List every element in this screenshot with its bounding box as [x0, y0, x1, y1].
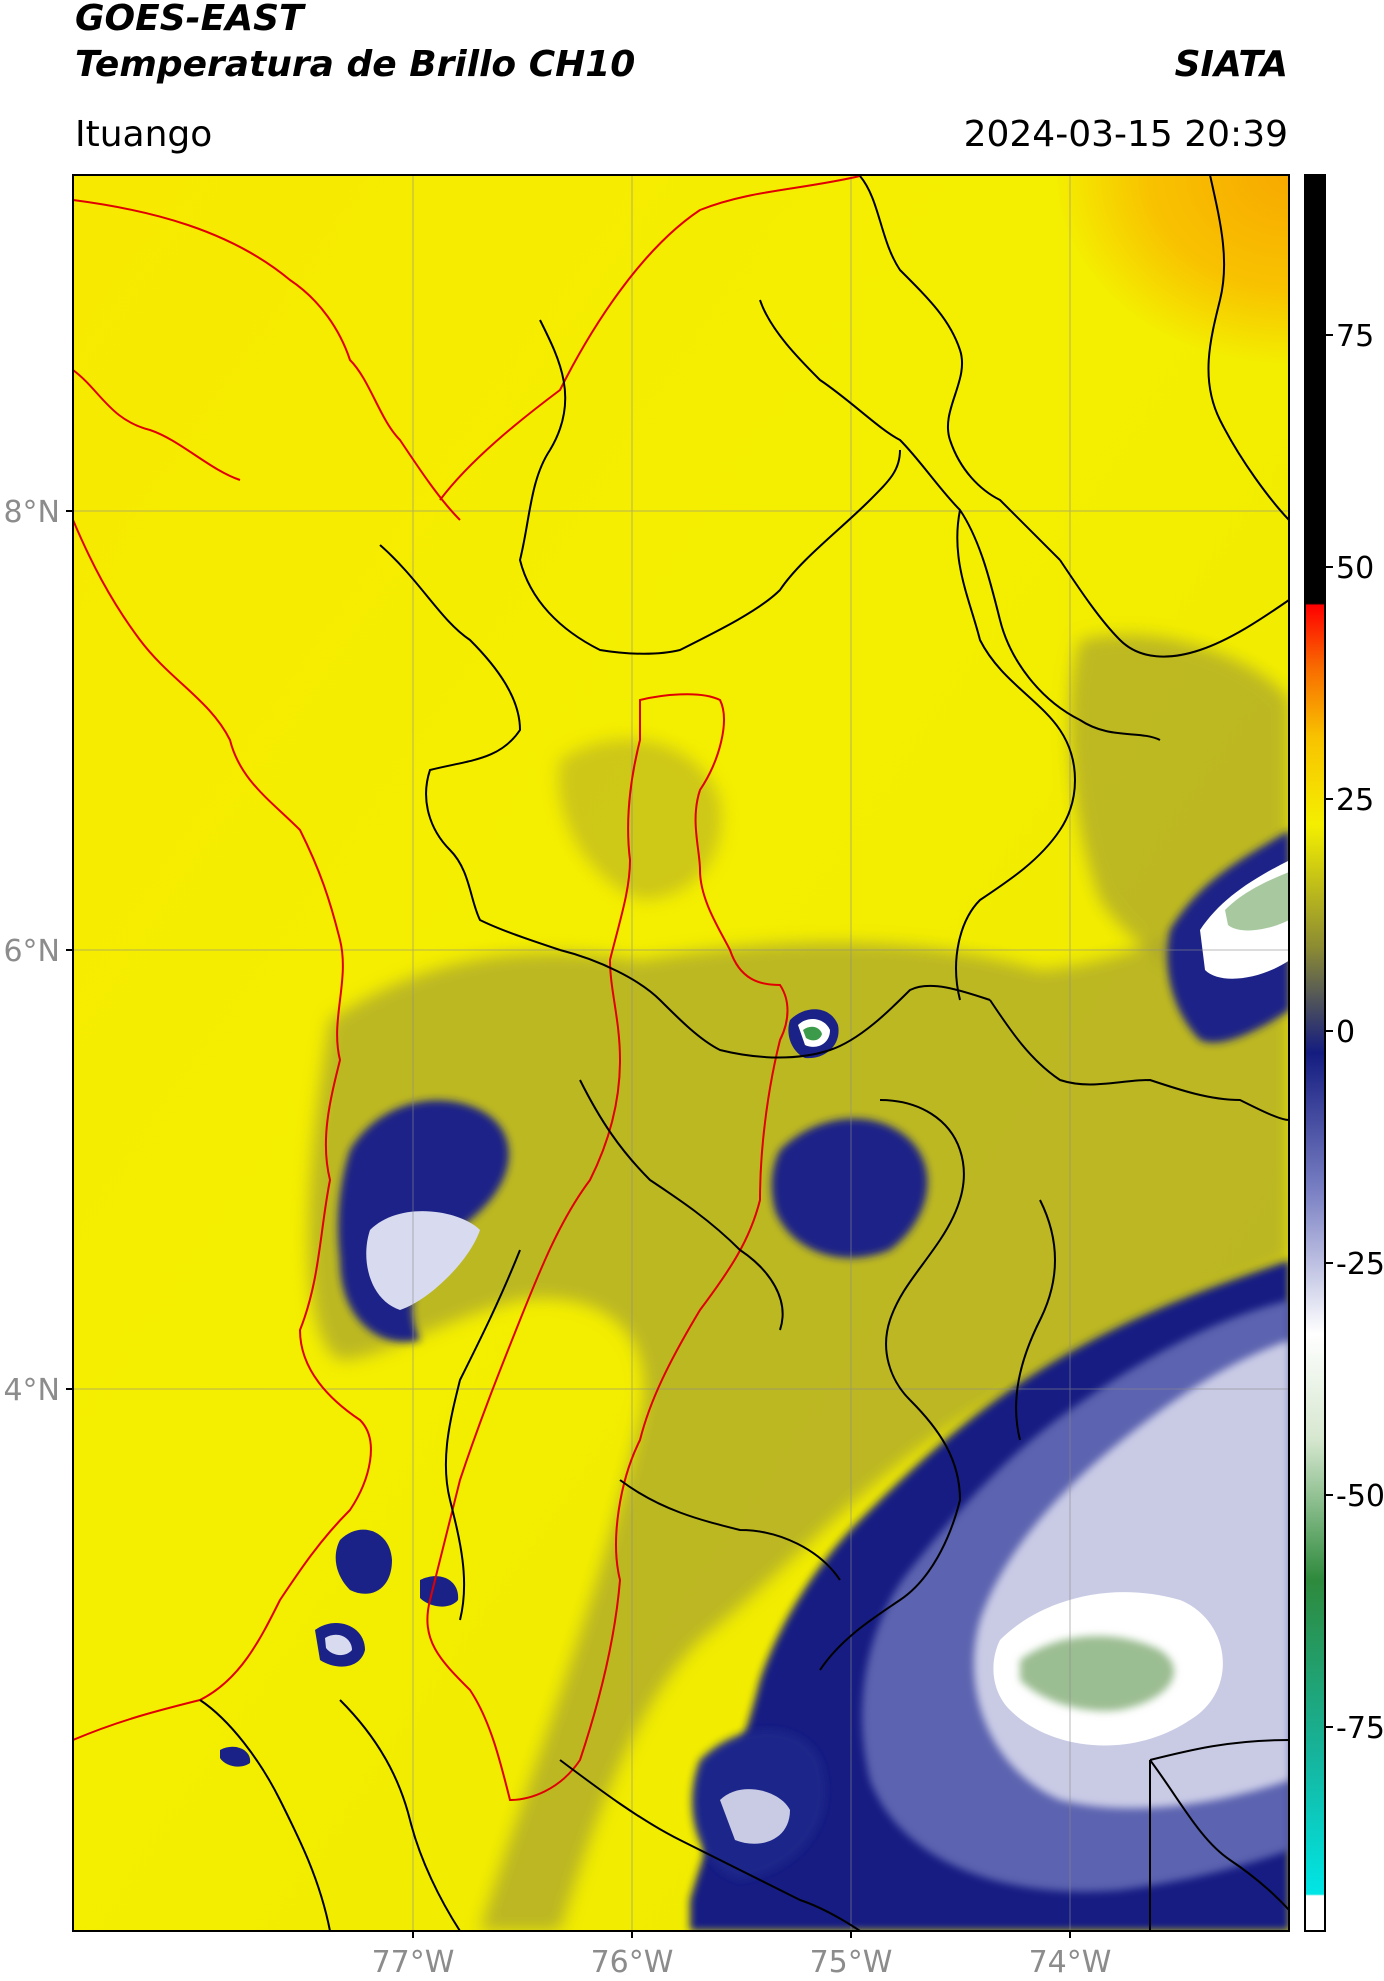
colorbar-tick-label: 75 — [1336, 319, 1374, 354]
lon-label-75w: 75°W — [810, 1945, 893, 1980]
brand-label: SIATA — [1174, 44, 1288, 85]
central-cold-cluster — [771, 1118, 928, 1258]
colorbar-tick-label: 0 — [1336, 1015, 1355, 1050]
timestamp-label: 2024-03-15 20:39 — [963, 114, 1288, 155]
south-cold-cells — [692, 1730, 826, 1880]
colorbar-tick-label: 25 — [1336, 783, 1374, 818]
colorbar-ticks: 75 50 25 0 -25 -50 -75 — [1325, 319, 1384, 1746]
colorbar — [1304, 174, 1326, 1932]
southwest-cold-cells — [220, 1529, 459, 1767]
region-label: Ituango — [75, 114, 213, 155]
lat-label-8n: 8°N — [3, 495, 60, 530]
satellite-title: GOES-EAST — [75, 0, 304, 39]
small-cold-cell — [788, 1009, 839, 1059]
olive-cloud-band — [308, 634, 1289, 1931]
northeast-cold-cell — [1167, 830, 1289, 1043]
colorbar-tick-label: -25 — [1336, 1247, 1384, 1282]
southeast-cold-cloud — [690, 1260, 1289, 1931]
colorbar-tick-label: -50 — [1336, 1479, 1384, 1514]
axis-ticks — [66, 510, 1071, 1938]
lon-label-77w: 77°W — [372, 1945, 455, 1980]
coastline-and-basin — [73, 175, 861, 1802]
lon-label-74w: 74°W — [1029, 1945, 1112, 1980]
product-title: Temperatura de Brillo CH10 — [75, 44, 636, 85]
colorbar-tick-label: 50 — [1336, 551, 1374, 586]
colorbar-tick-label: -75 — [1336, 1711, 1384, 1746]
brightness-temperature-field — [73, 175, 1289, 1931]
lat-label-6n: 6°N — [3, 934, 60, 969]
map-frame — [72, 174, 1290, 1932]
lat-label-4n: 4°N — [3, 1373, 60, 1408]
lon-label-76w: 76°W — [591, 1945, 674, 1980]
graticule — [73, 175, 1289, 1931]
department-borders — [199, 175, 1289, 1931]
western-cold-cloud — [338, 1100, 509, 1342]
